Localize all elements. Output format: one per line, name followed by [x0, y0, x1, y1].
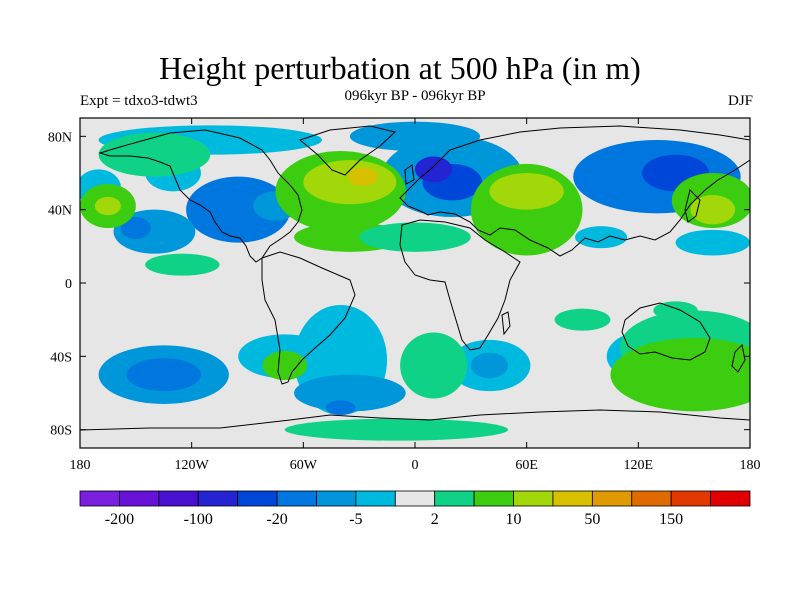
contour-region: [554, 308, 611, 331]
contour-region: [126, 358, 201, 392]
x-tick-label: 180: [740, 458, 761, 473]
x-tick-label: 0: [412, 458, 419, 473]
coastline-antarctica: [80, 409, 750, 431]
contour-region: [489, 173, 564, 210]
plot-title: Height perturbation at 500 hPa (in m): [159, 50, 641, 86]
experiment-label: Expt = tdxo3-tdwt3: [80, 93, 198, 109]
contour-region: [145, 253, 220, 276]
coastline-british-isles: [404, 164, 415, 185]
contour-region: [470, 352, 509, 379]
colorbar-label: 2: [431, 511, 439, 528]
contour-region: [120, 217, 151, 239]
x-tick-label: 180: [70, 458, 91, 473]
coastline-africa: [399, 219, 521, 351]
contour-region: [400, 332, 468, 399]
contour-region: [262, 350, 308, 381]
y-tick-label: 40N: [48, 204, 72, 219]
coastline-greenland: [298, 125, 397, 176]
contour-region: [653, 301, 698, 320]
contour-region: [284, 418, 509, 441]
colorbar-swatch: [355, 490, 396, 507]
contour-region: [359, 222, 471, 252]
contour-region: [94, 196, 121, 216]
colorbar-swatch: [158, 490, 199, 507]
colorbar-swatch: [79, 490, 120, 507]
contour-region: [415, 156, 453, 183]
coastlines: [80, 125, 750, 431]
x-tick-label: 120W: [175, 458, 210, 473]
colorbar-swatch: [394, 490, 436, 507]
x-tick-label: 60E: [515, 458, 538, 473]
colorbar-swatch: [591, 490, 633, 507]
contour-region: [348, 167, 378, 186]
colorbar-label: -100: [184, 511, 213, 528]
contour-region: [294, 374, 406, 412]
plot-subtitle: 096kyr BP - 096kyr BP: [344, 88, 486, 104]
contour-region: [575, 226, 628, 249]
coastline-madagascar: [501, 311, 511, 336]
contour-region: [675, 229, 750, 256]
contour-region: [325, 400, 356, 415]
season-label: DJF: [727, 93, 753, 109]
colorbar-swatch: [710, 490, 751, 507]
colorbar-label: -5: [349, 511, 362, 528]
map-axes: 180 120W 60W 0 60E 120E 180 80N 40N 0 40S 80S: [48, 118, 761, 473]
contour-region: [186, 176, 291, 243]
contour-region: [303, 160, 397, 205]
colorbar: -200 -100 -20 -5 2 10 50 150: [79, 490, 751, 528]
coastline-south-america: [261, 251, 356, 385]
y-tick-label: 0: [65, 277, 72, 292]
colorbar-swatch: [513, 490, 554, 507]
coastline-eurasia: [399, 125, 750, 257]
colorbar-label: -200: [105, 511, 134, 528]
coastline-australia: [621, 302, 711, 361]
contour-region: [98, 132, 211, 177]
contour-field: [80, 121, 750, 441]
coastline-north-america: [98, 129, 303, 263]
colorbar-swatch: [473, 490, 514, 507]
colorbar-swatch: [316, 490, 357, 507]
colorbar-label: 50: [584, 511, 600, 528]
colorbar-swatch: [119, 490, 160, 507]
coastline-japan: [684, 189, 701, 223]
colorbar-swatch: [552, 490, 593, 507]
colorbar-label: -20: [266, 511, 287, 528]
colorbar-swatch: [197, 490, 239, 507]
x-tick-label: 60W: [290, 458, 318, 473]
colorbar-swatch: [670, 490, 711, 507]
y-tick-label: 80S: [50, 424, 72, 439]
contour-region: [610, 338, 750, 412]
colorbar-swatch: [276, 490, 317, 507]
coastline-new-zealand: [731, 343, 746, 373]
x-tick-label: 120E: [624, 458, 654, 473]
y-tick-label: 40S: [50, 350, 72, 365]
colorbar-swatch: [434, 490, 475, 507]
contour-region: [690, 195, 736, 225]
colorbar-swatch: [237, 490, 278, 507]
colorbar-swatch: [631, 490, 672, 507]
colorbar-label: 10: [506, 511, 522, 528]
colorbar-label: 150: [659, 511, 683, 528]
y-tick-label: 80N: [48, 130, 72, 145]
